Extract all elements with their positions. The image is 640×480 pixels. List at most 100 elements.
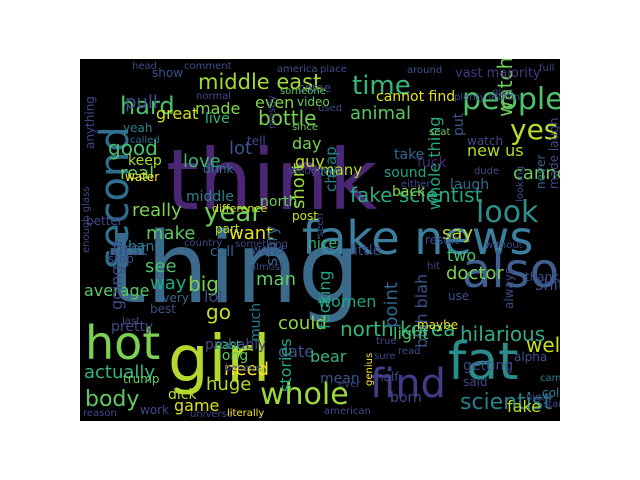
word-enough-glass: enough glass (81, 187, 92, 253)
word-point: point (381, 282, 402, 328)
word-result: result (425, 233, 459, 247)
word-genius: genius (364, 353, 375, 386)
word-seat: seat (429, 127, 450, 138)
word-american: american (324, 406, 371, 417)
word-fake: fake (507, 397, 541, 416)
word-cheap: cheap (322, 146, 340, 192)
word-animal: animal (350, 103, 411, 124)
word-either: either (401, 179, 431, 190)
word-guy: guy (295, 152, 325, 171)
word-back: back (392, 184, 426, 200)
word-around: around (407, 65, 442, 76)
word-give: give (492, 87, 513, 98)
word-america: america (277, 64, 318, 75)
word-women: women (318, 292, 376, 311)
word-top: top (320, 165, 340, 179)
word-since: since (292, 122, 318, 133)
word-keep: keep (128, 153, 162, 169)
word-never: never (534, 155, 548, 189)
word-believe: believe (225, 363, 261, 374)
word-come: come (298, 81, 331, 95)
word-vast-majority: vast majority (455, 66, 541, 81)
word-literally: literally (227, 408, 264, 419)
word-cold: cold (542, 386, 560, 400)
word-even: even (255, 93, 294, 112)
word-best: best (150, 302, 176, 316)
word-doctor: doctor (446, 263, 504, 284)
word-part: part (215, 222, 240, 236)
word-called: called (130, 135, 160, 146)
word-little: little (350, 243, 381, 259)
word-game: game (174, 396, 219, 415)
word-tell: tell (247, 134, 266, 148)
word-people: people (462, 82, 560, 117)
word-dick: dick (168, 387, 197, 403)
word-day: day (292, 134, 321, 153)
word-work: work (140, 403, 169, 417)
word-hard: hard (120, 92, 175, 120)
word-way: way (150, 273, 187, 294)
word-also: also (462, 243, 559, 299)
word-watched: watched (493, 59, 517, 117)
word-without: without (485, 240, 523, 251)
word-fake-news: fake news (302, 211, 533, 265)
word-normal: normal (196, 91, 231, 102)
word-light: light (393, 324, 428, 343)
word-reason: reason (83, 408, 117, 419)
word-whole-thing: whole thing (425, 116, 444, 210)
word-mean: mean (320, 371, 360, 387)
word-date: date (278, 342, 314, 361)
word-north: north (260, 194, 298, 210)
word-maybe: maybe (417, 318, 458, 332)
word-seen: seen (315, 213, 326, 237)
word-ever: ever (338, 379, 361, 390)
word-two: two (447, 246, 476, 265)
word-real: real (120, 163, 154, 184)
word-many: many (320, 161, 362, 179)
word-blah-blah: blah blah (412, 274, 431, 348)
word-fake-scientist: fake scientist (350, 183, 483, 207)
word-country: country (184, 238, 222, 249)
word-stop: stop (108, 252, 134, 266)
word-head: head (132, 61, 157, 72)
word-average: average (84, 281, 150, 300)
word-short: short (288, 163, 309, 209)
word-first: first (112, 239, 147, 260)
word-last: last (122, 316, 140, 327)
word-second: second (92, 126, 138, 269)
word-said: said (463, 375, 488, 389)
word-nice: nice (308, 236, 337, 252)
word-need: need (224, 359, 269, 380)
word-fat: fat (448, 332, 519, 392)
word-read: read (398, 346, 421, 357)
word-used: used (318, 103, 342, 114)
word-lol: lol (204, 287, 223, 306)
word-great: great (156, 104, 198, 123)
word-take: take (394, 147, 424, 163)
word-go: go (206, 300, 231, 324)
word-well: well (526, 333, 560, 357)
word-pretty: pretty (111, 319, 153, 335)
word-make: make (146, 223, 195, 244)
word-good: good (108, 136, 158, 160)
word-pull: pull (125, 92, 158, 113)
word-better: better (86, 214, 123, 228)
word-watch: watch (467, 134, 503, 148)
word-made: made (195, 99, 240, 118)
word-body: body (85, 387, 139, 412)
word-looking: looking (515, 166, 526, 202)
word-sound: sound (384, 165, 427, 181)
word-girl: girl (168, 323, 271, 397)
word-man: man (256, 269, 296, 290)
word-stories: stories (276, 338, 295, 392)
word-hot: hot (85, 316, 160, 370)
word-really: really (132, 200, 182, 221)
word-huge: huge (206, 374, 251, 395)
word-thought: thought (288, 166, 327, 177)
word-something: something (235, 239, 288, 250)
word-east: east (215, 338, 241, 352)
word-alpha: alpha (514, 350, 547, 364)
word-hilarious: hilarious (460, 322, 545, 346)
word-fucking: fucking (315, 270, 334, 329)
